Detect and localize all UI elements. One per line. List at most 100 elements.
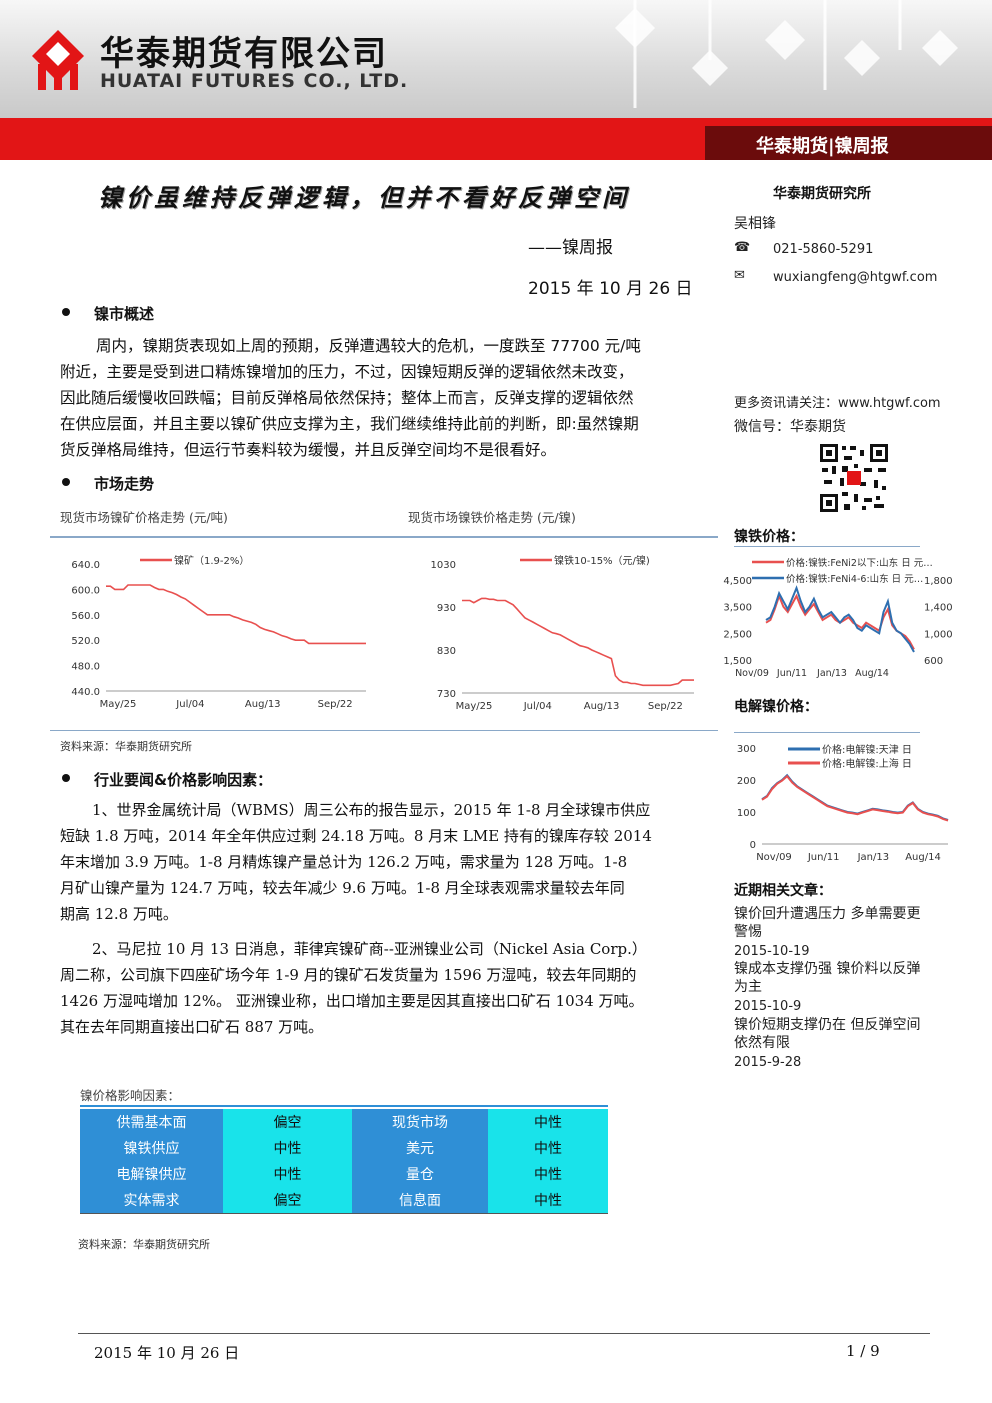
factor-cell: 现货市场 xyxy=(352,1109,488,1135)
y-tick-label: 600.0 xyxy=(71,585,100,596)
news-p1-line-3: 年末增加 3.9 万吨。1-8 月精炼镍产量总计为 126.2 万吨，需求量为 … xyxy=(60,853,628,871)
factor-cell: 信息面 xyxy=(352,1187,488,1213)
y2-tick-label: 600 xyxy=(924,656,943,667)
legend-label: 价格:电解镍:上海 日 xyxy=(822,757,912,770)
x-tick-label: May/25 xyxy=(100,699,137,710)
news-p2-line-1: 2、马尼拉 10 月 13 日消息，菲律宾镍矿商--亚洲镍业公司（Nickel … xyxy=(92,940,647,958)
news-p1-line-4: 月矿山镍产量为 124.7 万吨，较去年减少 9.6 万吨。1-8 月全球表观需… xyxy=(60,879,625,897)
factor-cell: 镍铁供应 xyxy=(80,1135,223,1161)
report-tag: 华泰期货|镍周报 xyxy=(756,136,889,157)
huatai-logo xyxy=(32,30,84,90)
footer-rule xyxy=(78,1333,930,1334)
report-title: 镍价虽维持反弹逻辑，但并不看好反弹空间 xyxy=(98,183,630,212)
factor-cell: 中性 xyxy=(488,1161,608,1187)
x-tick-label: Jun/11 xyxy=(807,852,840,863)
series-line xyxy=(765,585,915,653)
x-tick-label: Aug/13 xyxy=(584,701,620,712)
footer-date: 2015 年 10 月 26 日 xyxy=(94,1344,240,1362)
section-heading-news: 行业要闻&价格影响因素： xyxy=(94,771,273,789)
factor-cell: 中性 xyxy=(488,1187,608,1213)
factor-cell: 中性 xyxy=(223,1135,352,1161)
nickel-iron-mini-chart: 4,500 3,500 2,500 1,500 1,800 1,400 1,000 600 No… xyxy=(723,557,953,679)
report-date: 2015 年 10 月 26 日 xyxy=(528,279,693,299)
table-row: 电解镍供应 中性 量仓 中性 xyxy=(80,1161,608,1187)
y-tick-label: 2,500 xyxy=(723,629,752,640)
rule xyxy=(734,732,920,733)
y-tick-label: 200 xyxy=(737,776,756,787)
bullet xyxy=(62,478,70,486)
recent-article-date: 2015-10-19 xyxy=(734,944,810,959)
analyst-email[interactable]: wuxiangfeng@htgwf.com xyxy=(773,270,938,285)
news-p2-line-4: 其在去年同期直接出口矿石 887 万吨。 xyxy=(60,1018,324,1036)
x-tick-label: Aug/14 xyxy=(905,852,941,863)
y-tick-label: 520.0 xyxy=(71,636,100,647)
chart1-caption: 现货市场镍矿价格走势 (元/吨) xyxy=(60,510,228,525)
y-tick-label: 480.0 xyxy=(71,662,100,673)
factors-bottom-rule xyxy=(80,1213,608,1214)
factor-cell: 中性 xyxy=(488,1135,608,1161)
market-source: 资料来源：华泰期货研究所 xyxy=(60,740,192,753)
y-tick-label: 4,500 xyxy=(723,576,752,587)
x-tick-label: Jul/04 xyxy=(523,701,552,712)
y-tick-label: 3,500 xyxy=(723,603,752,614)
y-tick-label: 560.0 xyxy=(71,611,100,622)
y-tick-label: 730 xyxy=(437,689,456,700)
y-tick-label: 300 xyxy=(737,744,756,755)
elec-nickel-title: 电解镍价格： xyxy=(734,699,818,715)
x-tick-label: Sep/22 xyxy=(318,699,353,710)
recent-article-link[interactable]: 镍成本支撑仍强 镍价料以反弹为主 xyxy=(734,961,921,995)
factor-cell: 偏空 xyxy=(223,1109,352,1135)
news-p2-line-2: 周二称，公司旗下四座矿场今年 1-9 月的镍矿石发货量为 1596 万湿吨，较去… xyxy=(60,966,637,984)
overview-line-5: 货反弹格局维持，但运行节奏料较为缓慢，并且反弹空间均不是很看好。 xyxy=(60,441,557,459)
legend-label: 镍铁10-15%（元/镍) xyxy=(554,554,650,567)
header-tag-bar xyxy=(705,126,992,160)
y-tick-label: 440.0 xyxy=(71,687,100,698)
factor-cell: 中性 xyxy=(223,1161,352,1187)
y2-tick-label: 1,800 xyxy=(924,576,953,587)
chart2-caption: 现货市场镍铁价格走势 (元/镍) xyxy=(408,510,576,525)
section-heading-market: 市场走势 xyxy=(94,475,155,493)
recent-article-date: 2015-9-28 xyxy=(734,1055,802,1070)
report-subtitle: ——镍周报 xyxy=(528,238,613,258)
x-tick-label: Jul/04 xyxy=(175,699,204,710)
overview-line-1: 周内，镍期货表现如上周的预期，反弹遭遇较大的危机，一度跌至 77700 元/吨 xyxy=(96,337,641,355)
news-p1-line-5: 期高 12.8 万吨。 xyxy=(60,905,178,923)
x-tick-label: Aug/14 xyxy=(855,668,889,679)
x-tick-label: Jan/13 xyxy=(816,668,847,679)
overview-line-2: 附近，主要是受到进口精炼镍增加的压力，不过，因镍短期反弹的逻辑依然未改变， xyxy=(60,363,634,381)
table-row: 供需基本面 偏空 现货市场 中性 xyxy=(80,1109,608,1135)
legend-label: 价格:电解镍:天津 日 xyxy=(822,743,912,756)
y-tick-label: 930 xyxy=(437,603,456,614)
series-line xyxy=(106,584,366,645)
more-info: 更多资讯请关注：www.htgwf.com xyxy=(734,396,941,411)
y2-tick-label: 1,000 xyxy=(924,629,953,640)
factor-cell: 中性 xyxy=(488,1109,608,1135)
analyst-name: 吴相锋 xyxy=(734,216,776,232)
x-tick-label: Aug/13 xyxy=(245,699,281,710)
y-tick-label: 100 xyxy=(737,808,756,819)
legend-label: 价格:镍铁:FeNi2以下:山东 日 元… xyxy=(786,557,933,569)
overview-line-4: 在供应层面，并且主要以镍矿供应支撑为主，我们继续维持此前的判断，即:虽然镍期 xyxy=(60,415,639,433)
table-row: 实体需求 偏空 信息面 中性 xyxy=(80,1187,608,1213)
recent-article-link[interactable]: 镍价回升遭遇压力 多单需要更警惕 xyxy=(734,906,921,940)
factors-top-rule xyxy=(80,1105,608,1107)
recent-articles-title: 近期相关文章： xyxy=(734,883,832,899)
recent-article-link[interactable]: 镍价短期支撑仍在 但反弹空间依然有限 xyxy=(734,1017,921,1051)
institute-name: 华泰期货研究所 xyxy=(773,186,871,202)
header-background xyxy=(0,0,992,118)
y-tick-label: 1030 xyxy=(431,560,456,571)
company-name-cn: 华泰期货有限公司 xyxy=(100,34,388,74)
phone-icon: ☎ xyxy=(734,240,751,255)
factors-table: 供需基本面 偏空 现货市场 中性 镍铁供应 中性 美元 中性 电解镍供应 中性 … xyxy=(80,1109,608,1213)
table-row: 镍铁供应 中性 美元 中性 xyxy=(80,1135,608,1161)
factor-cell: 美元 xyxy=(352,1135,488,1161)
factor-cell: 实体需求 xyxy=(80,1187,223,1213)
factor-cell: 电解镍供应 xyxy=(80,1161,223,1187)
x-tick-label: May/25 xyxy=(456,701,493,712)
qr-code-icon xyxy=(818,442,890,514)
section-heading-overview: 镍市概述 xyxy=(94,305,155,323)
chart-top-rule xyxy=(50,536,718,538)
bullet xyxy=(62,774,70,782)
news-p2-line-3: 1426 万湿吨增加 12%。 亚洲镍业称，出口增加主要是因其直接出口矿石 10… xyxy=(60,992,644,1010)
